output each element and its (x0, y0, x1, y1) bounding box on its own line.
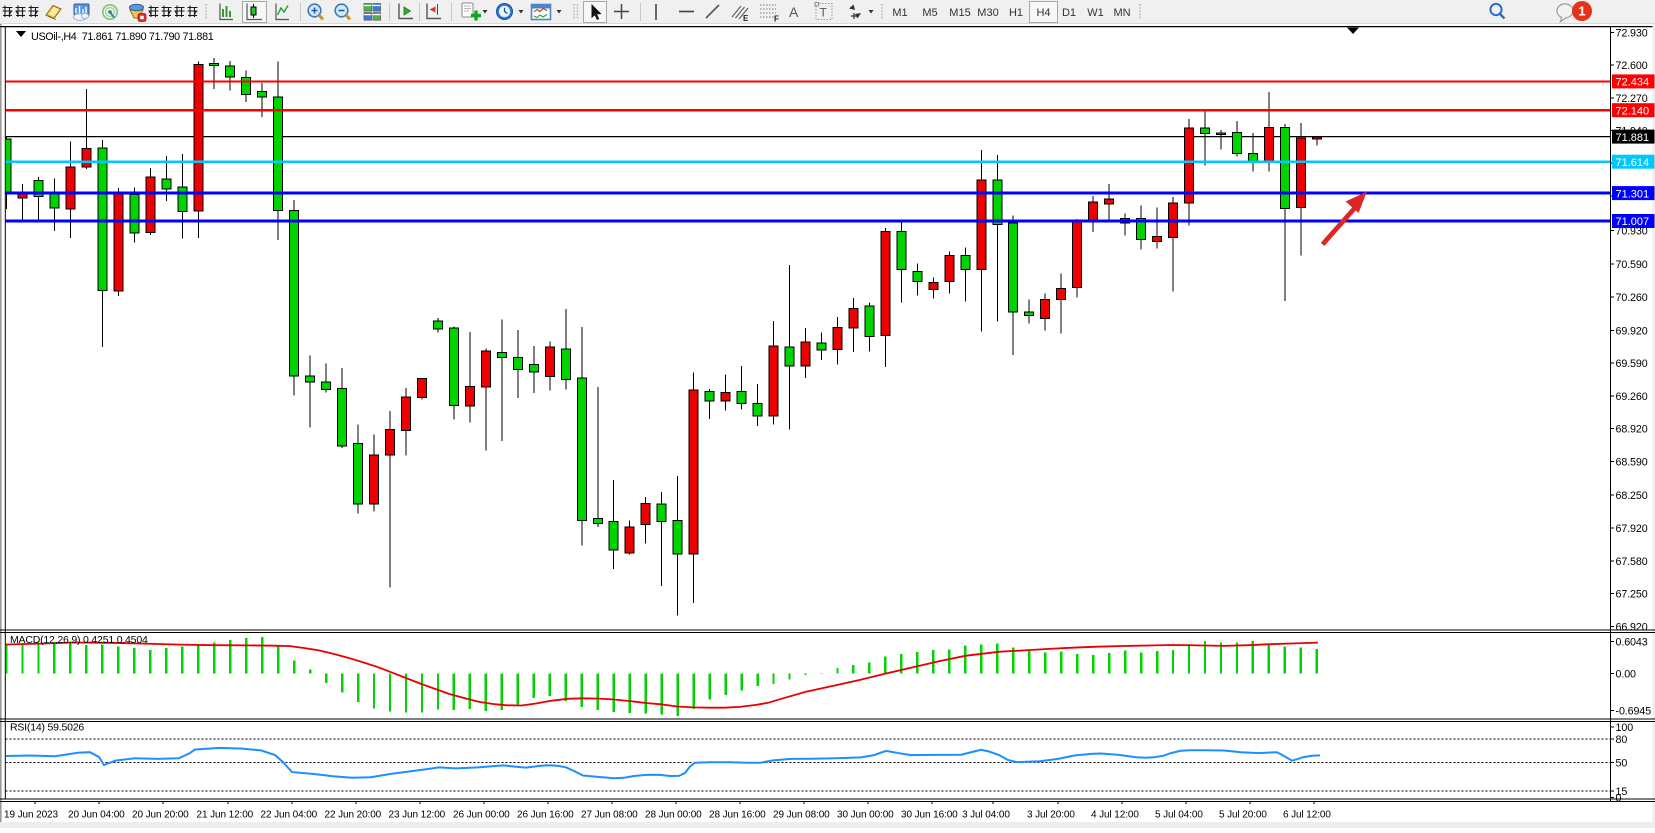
svg-text:RSI(14) 59.5026: RSI(14) 59.5026 (10, 722, 84, 734)
svg-text:19 Jun 2023: 19 Jun 2023 (4, 810, 58, 821)
svg-text:72.600: 72.600 (1616, 60, 1648, 72)
svg-text:20 Jun 20:00: 20 Jun 20:00 (132, 810, 189, 821)
svg-text:72.434: 72.434 (1616, 77, 1650, 89)
svg-text:M5: M5 (922, 7, 937, 19)
svg-text:M15: M15 (949, 7, 970, 19)
svg-text:3 Jul 20:00: 3 Jul 20:00 (1027, 810, 1075, 821)
svg-text:71.007: 71.007 (1616, 216, 1650, 228)
svg-text:-0.6945: -0.6945 (1616, 706, 1652, 718)
svg-text:M30: M30 (977, 7, 998, 19)
svg-text:0.00: 0.00 (1616, 669, 1637, 681)
svg-text:F: F (774, 15, 779, 24)
svg-text:71.301: 71.301 (1616, 188, 1650, 200)
svg-text:USOil-,H4 71.861 71.890 71.79: USOil-,H4 71.861 71.890 71.790 71.881 (31, 31, 214, 43)
svg-text:26 Jun 00:00: 26 Jun 00:00 (453, 810, 510, 821)
svg-text:28 Jun 00:00: 28 Jun 00:00 (645, 810, 702, 821)
svg-text:72.140: 72.140 (1616, 105, 1650, 117)
svg-text:0: 0 (1616, 793, 1622, 805)
svg-text:H1: H1 (1009, 7, 1023, 19)
svg-text:23 Jun 12:00: 23 Jun 12:00 (389, 810, 446, 821)
svg-text:21 Jun 12:00: 21 Jun 12:00 (197, 810, 254, 821)
svg-text:28 Jun 16:00: 28 Jun 16:00 (709, 810, 766, 821)
svg-text:26 Jun 16:00: 26 Jun 16:00 (517, 810, 574, 821)
svg-text:69.920: 69.920 (1616, 326, 1648, 338)
svg-text:100: 100 (1616, 722, 1634, 734)
svg-text:D1: D1 (1062, 7, 1076, 19)
svg-text:71.881: 71.881 (1616, 132, 1650, 144)
svg-text:5 Jul 20:00: 5 Jul 20:00 (1219, 810, 1267, 821)
svg-text:20 Jun 04:00: 20 Jun 04:00 (68, 810, 125, 821)
svg-text:4 Jul 12:00: 4 Jul 12:00 (1091, 810, 1139, 821)
svg-text:71.614: 71.614 (1616, 157, 1650, 169)
svg-text:30 Jun 16:00: 30 Jun 16:00 (901, 810, 958, 821)
svg-text:27 Jun 08:00: 27 Jun 08:00 (581, 810, 638, 821)
svg-text:T: T (820, 6, 828, 20)
svg-text:H4: H4 (1036, 7, 1050, 19)
svg-text:70.260: 70.260 (1616, 292, 1648, 304)
svg-text:80: 80 (1616, 734, 1628, 746)
svg-text:30 Jun 00:00: 30 Jun 00:00 (837, 810, 894, 821)
svg-text:68.920: 68.920 (1616, 424, 1648, 436)
svg-text:69.260: 69.260 (1616, 391, 1648, 403)
svg-text:MACD(12,26,9) 0.4251 0.4504: MACD(12,26,9) 0.4251 0.4504 (10, 634, 148, 646)
svg-text:29 Jun 08:00: 29 Jun 08:00 (773, 810, 830, 821)
svg-text:6 Jul 12:00: 6 Jul 12:00 (1283, 810, 1331, 821)
svg-text:67.920: 67.920 (1616, 523, 1648, 535)
svg-text:22 Jun 20:00: 22 Jun 20:00 (325, 810, 382, 821)
svg-text:68.250: 68.250 (1616, 490, 1648, 502)
svg-text:72.930: 72.930 (1616, 28, 1648, 40)
svg-text:72.270: 72.270 (1616, 93, 1648, 105)
svg-text:3 Jul 04:00: 3 Jul 04:00 (962, 810, 1010, 821)
svg-text:A: A (789, 4, 799, 20)
svg-text:67.580: 67.580 (1616, 556, 1648, 568)
svg-text:70.590: 70.590 (1616, 259, 1648, 271)
svg-text:1: 1 (1578, 4, 1585, 19)
svg-text:E: E (743, 14, 749, 23)
svg-text:W1: W1 (1087, 7, 1104, 19)
svg-text:5 Jul 04:00: 5 Jul 04:00 (1155, 810, 1203, 821)
svg-text:66.920: 66.920 (1616, 622, 1648, 634)
svg-text:50: 50 (1616, 758, 1628, 770)
svg-text:MN: MN (1113, 7, 1130, 19)
svg-text:22 Jun 04:00: 22 Jun 04:00 (261, 810, 318, 821)
svg-text:0.6043: 0.6043 (1616, 637, 1648, 649)
svg-text:69.590: 69.590 (1616, 358, 1648, 370)
svg-text:67.250: 67.250 (1616, 589, 1648, 601)
svg-text:M1: M1 (892, 7, 907, 19)
svg-text:68.590: 68.590 (1616, 457, 1648, 469)
